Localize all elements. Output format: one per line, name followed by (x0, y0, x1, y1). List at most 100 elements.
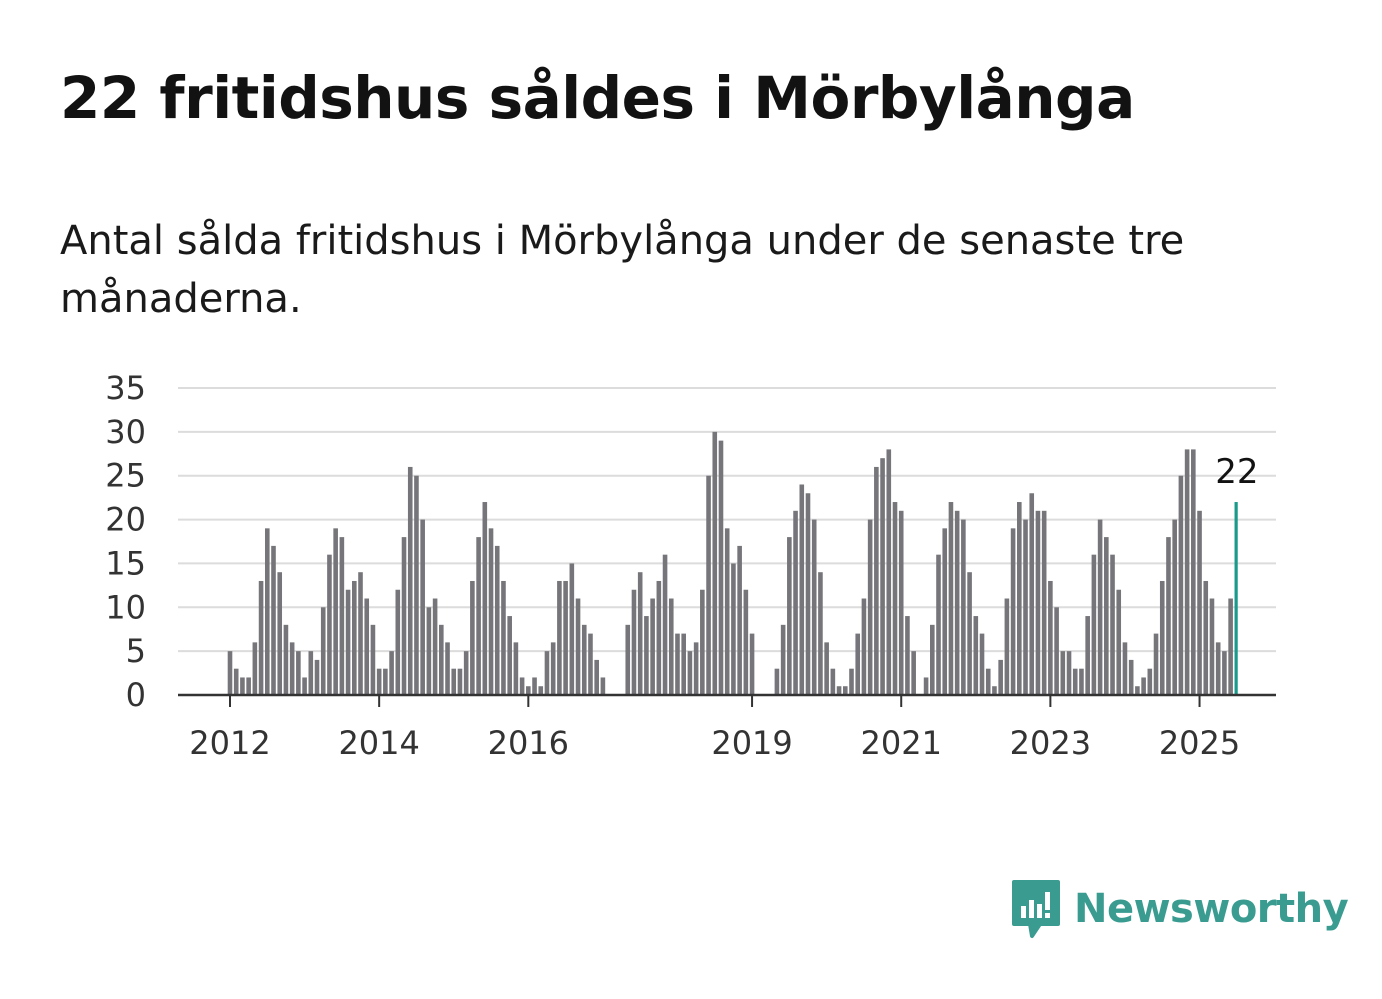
bar (743, 589, 749, 695)
bar (327, 554, 332, 695)
x-tick-label: 2019 (711, 724, 792, 762)
bar (706, 475, 711, 695)
bar (985, 668, 991, 695)
bar (395, 589, 401, 695)
bar (563, 580, 568, 695)
bar (998, 659, 1003, 695)
bar (824, 642, 829, 695)
bar (749, 633, 755, 695)
y-tick-label: 10 (105, 588, 146, 626)
y-tick-label: 25 (105, 457, 146, 495)
bar (662, 554, 668, 695)
bar (650, 598, 655, 695)
x-tick-label: 2021 (861, 724, 942, 762)
bar (936, 554, 941, 695)
bar (1091, 554, 1097, 695)
bar (731, 563, 736, 695)
bars (227, 431, 1238, 695)
logo-text: Newsworthy (1074, 886, 1349, 932)
bar (271, 545, 276, 695)
bar (886, 449, 892, 695)
bar (693, 642, 699, 695)
bar (451, 668, 457, 695)
bar (345, 589, 351, 695)
highlight-value-label: 22 (1215, 452, 1258, 492)
bar (861, 598, 867, 695)
bar (855, 633, 861, 695)
bar (1191, 449, 1196, 695)
bar (569, 563, 575, 695)
bar (737, 545, 742, 695)
bar (992, 686, 997, 695)
bar (836, 686, 842, 695)
bar (1184, 449, 1190, 695)
bar (445, 642, 450, 695)
bar (656, 580, 662, 695)
bar (818, 572, 823, 695)
bar (681, 633, 686, 695)
bar (283, 624, 289, 695)
bar (594, 659, 599, 695)
bar (526, 686, 531, 695)
bar (830, 668, 836, 695)
bar (948, 502, 954, 695)
bar (700, 589, 705, 695)
bar (967, 572, 972, 695)
bar (581, 624, 587, 695)
bar (289, 642, 295, 695)
bar (1010, 528, 1016, 695)
bar (1135, 686, 1140, 695)
bar (1079, 668, 1084, 695)
bar (501, 580, 506, 695)
bar (930, 624, 935, 695)
bar (1215, 642, 1221, 695)
bar (588, 633, 593, 695)
bar (880, 458, 885, 695)
bar (1041, 510, 1047, 695)
bar (811, 519, 817, 695)
bar (1153, 633, 1159, 695)
bar (842, 686, 848, 695)
bar (246, 677, 251, 695)
x-tick-label: 2023 (1010, 724, 1091, 762)
bar (1054, 607, 1059, 695)
bar (1104, 537, 1109, 695)
bar (787, 537, 792, 695)
bar (1085, 616, 1090, 695)
bar (426, 607, 432, 695)
bar (687, 651, 693, 695)
y-tick-label: 35 (105, 369, 146, 407)
y-tick-label: 0 (126, 676, 146, 714)
bar (339, 537, 345, 695)
highlight-bar (1234, 502, 1238, 695)
newsworthy-logo: Newsworthy (1010, 876, 1349, 942)
bar (1147, 668, 1153, 695)
bar (942, 528, 948, 695)
bar (979, 633, 985, 695)
bar (463, 651, 469, 695)
bar (644, 616, 649, 695)
bar (774, 668, 780, 695)
bar (874, 466, 879, 695)
x-tick-label: 2012 (189, 724, 270, 762)
bar (911, 651, 916, 695)
bar (1060, 651, 1066, 695)
bar (401, 537, 407, 695)
bar (470, 580, 475, 695)
bar (233, 668, 239, 695)
bar (923, 677, 929, 695)
bar (333, 528, 338, 695)
bar (780, 624, 786, 695)
bar (675, 633, 680, 695)
bar (805, 493, 811, 695)
bar (1023, 519, 1028, 695)
bar (1072, 668, 1078, 695)
bar (799, 484, 805, 695)
bar (631, 589, 637, 695)
bar (1197, 510, 1202, 695)
bar (407, 466, 413, 695)
y-tick-label: 20 (105, 501, 146, 539)
bar (557, 580, 562, 695)
bar (550, 642, 556, 695)
bar (240, 677, 245, 695)
